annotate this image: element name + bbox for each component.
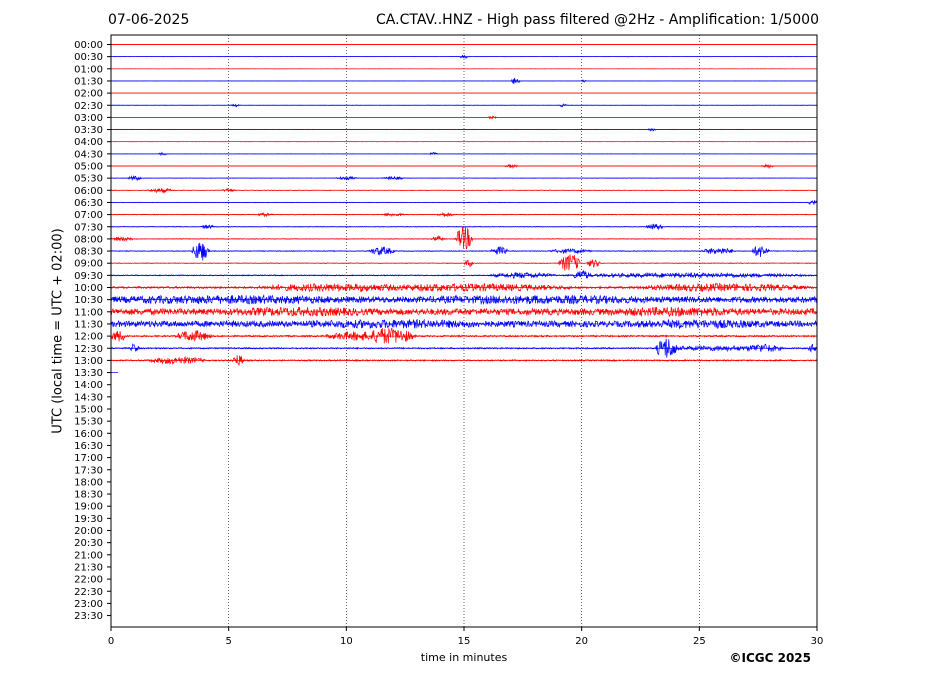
y-tick-label: 09:30 (74, 271, 103, 282)
trace-12:30 (110, 338, 818, 358)
trace-10:00 (110, 282, 818, 293)
y-tick-label: 04:00 (74, 137, 103, 148)
y-tick-label: 10:30 (74, 295, 103, 306)
x-tick-label: 0 (108, 636, 114, 647)
y-tick-label: 20:00 (74, 526, 103, 537)
y-tick-label: 05:00 (74, 162, 103, 173)
trace-01:30 (110, 77, 818, 85)
trace-06:00 (110, 187, 818, 194)
y-tick-label: 15:00 (74, 405, 103, 416)
y-tick-label: 02:30 (74, 101, 103, 112)
y-tick-label: 19:30 (74, 514, 103, 525)
y-tick-label: 22:30 (74, 587, 103, 598)
trace-02:30 (110, 103, 818, 108)
y-tick-label: 08:00 (74, 234, 103, 245)
y-tick-label: 03:30 (74, 125, 103, 136)
trace-07:00 (110, 211, 818, 218)
y-tick-label: 01:30 (74, 76, 103, 87)
y-tick-label: 23:00 (74, 599, 103, 610)
y-tick-label: 19:00 (74, 502, 103, 513)
y-tick-label: 12:00 (74, 332, 103, 343)
y-tick-label: 15:30 (74, 417, 103, 428)
y-tick-label: 13:30 (74, 368, 103, 379)
x-tick-label: 30 (811, 636, 824, 647)
trace-08:30 (110, 242, 818, 261)
trace-07:30 (110, 223, 818, 231)
trace-09:30 (110, 270, 818, 279)
trace-06:30 (110, 200, 818, 206)
grid-lines (228, 35, 700, 627)
y-tick-label: 18:00 (74, 477, 103, 488)
x-tick-label: 10 (340, 636, 353, 647)
trace-11:30 (110, 318, 818, 330)
y-tick-label: 09:00 (74, 259, 103, 270)
trace-09:00 (110, 254, 818, 271)
y-tick-label: 14:30 (74, 392, 103, 403)
x-tick-label: 20 (575, 636, 588, 647)
y-tick-label: 07:00 (74, 210, 103, 221)
copyright-notice: ©ICGC 2025 (729, 651, 811, 665)
y-tick-label: 00:30 (74, 52, 103, 63)
y-tick-label: 11:30 (74, 319, 103, 330)
y-tick-label: 00:00 (74, 40, 103, 51)
plot-frame (110, 34, 818, 628)
y-tick-label: 22:00 (74, 575, 103, 586)
y-tick-label: 02:00 (74, 89, 103, 100)
y-tick-label: 17:30 (74, 465, 103, 476)
trace-12:00 (110, 327, 818, 344)
y-tick-label: 10:00 (74, 283, 103, 294)
y-tick-label: 06:30 (74, 198, 103, 209)
y-tick-label: 23:30 (74, 611, 103, 622)
seismic-traces (110, 44, 818, 373)
trace-05:30 (110, 175, 818, 182)
y-tick-label: 17:00 (74, 453, 103, 464)
y-tick-label: 21:30 (74, 562, 103, 573)
y-axis-label: UTC (local time = UTC + 02:00) (50, 228, 66, 434)
y-tick-label: 04:30 (74, 149, 103, 160)
trace-00:30 (110, 55, 818, 60)
x-tick-label: 15 (458, 636, 471, 647)
trace-13:00 (110, 355, 818, 366)
plot-title: CA.CTAV..HNZ - High pass filtered @2Hz -… (376, 12, 819, 28)
y-tick-label: 03:00 (74, 113, 103, 124)
y-tick-label: 06:00 (74, 186, 103, 197)
trace-03:30 (110, 127, 818, 132)
y-tick-label: 20:30 (74, 538, 103, 549)
y-tick-label: 11:00 (74, 307, 103, 318)
y-tick-label: 21:00 (74, 550, 103, 561)
trace-04:30 (110, 151, 818, 157)
y-tick-label: 12:30 (74, 344, 103, 355)
x-tick-label: 25 (693, 636, 706, 647)
trace-11:00 (110, 306, 818, 318)
y-tick-label: 16:30 (74, 441, 103, 452)
x-axis-label: time in minutes (420, 651, 508, 664)
x-axis-ticks: 0 5 10 15 20 25 30 (108, 627, 824, 647)
trace-05:00 (110, 163, 818, 170)
x-tick-label: 5 (225, 636, 231, 647)
y-tick-label: 01:00 (74, 64, 103, 75)
y-tick-label: 13:00 (74, 356, 103, 367)
trace-10:30 (110, 293, 818, 306)
y-tick-label: 14:00 (74, 380, 103, 391)
trace-08:00 (110, 225, 817, 250)
y-tick-label: 05:30 (74, 174, 103, 185)
y-tick-label: 07:30 (74, 222, 103, 233)
trace-03:00 (110, 115, 818, 120)
plot-date: 07-06-2025 (108, 12, 190, 28)
y-tick-label: 18:30 (74, 490, 103, 501)
y-tick-label: 16:00 (74, 429, 103, 440)
y-tick-label: 08:30 (74, 247, 103, 258)
